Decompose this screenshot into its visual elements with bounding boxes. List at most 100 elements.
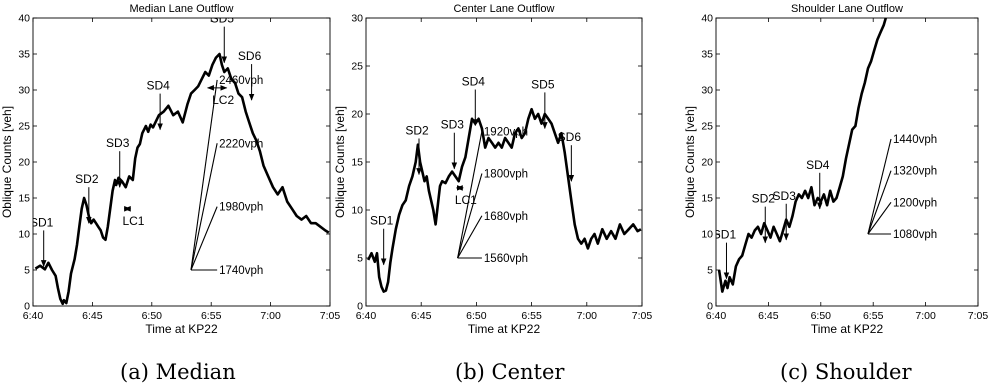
panel-caption: (a) Median bbox=[120, 360, 236, 384]
y-tick-label: 5 bbox=[707, 265, 713, 277]
x-tick-label: 6:55 bbox=[201, 310, 222, 322]
y-tick-label: 10 bbox=[701, 229, 713, 241]
x-tick-label: 7:05 bbox=[968, 310, 989, 322]
rate-fan-label: 2460vph bbox=[219, 75, 263, 87]
series-line bbox=[34, 52, 330, 306]
marker-label: SD2 bbox=[405, 123, 429, 137]
rate-fan-label: 1680vph bbox=[484, 211, 528, 223]
x-tick-label: 7:05 bbox=[320, 310, 341, 322]
y-tick-label: 5 bbox=[357, 253, 363, 265]
rate-fan-line bbox=[190, 79, 218, 271]
x-axis-label: Time at KP22 bbox=[811, 322, 884, 336]
x-tick-label: 6:50 bbox=[466, 310, 487, 322]
y-tick-label: 25 bbox=[351, 61, 363, 73]
x-tick-label: 6:50 bbox=[142, 310, 163, 322]
rate-fan-label: 1320vph bbox=[893, 166, 937, 178]
chart-panel-1: 6:40 6:45 6:50 6:55 7:00 7:05 0 5 10 15 20 25 30 35 40… bbox=[0, 3, 340, 384]
chart-panel-2: 6:40 6:45 6:50 6:55 7:00 7:05 0 5 10 15 20 25 30 Cent… bbox=[333, 3, 652, 384]
y-tick-label: 10 bbox=[18, 229, 30, 241]
x-axis-label: Time at KP22 bbox=[468, 322, 541, 336]
lane-change-label: LC1 bbox=[455, 193, 477, 207]
x-tick-label: 7:00 bbox=[577, 310, 598, 322]
marker-label: SD6 bbox=[558, 130, 582, 144]
y-tick-label: 15 bbox=[18, 193, 30, 205]
marker-label: SD1 bbox=[370, 214, 394, 228]
y-tick-label: 20 bbox=[701, 157, 713, 169]
rate-fan-label: 1200vph bbox=[893, 197, 937, 209]
x-tick-label: 6:45 bbox=[82, 310, 103, 322]
marker-label: SD4 bbox=[462, 75, 486, 89]
chart-title: Shoulder Lane Outflow bbox=[791, 3, 903, 15]
chart-panel-3: 6:40 6:45 6:50 6:55 7:00 7:05 0 5 10 15 20 25 30 35 40… bbox=[683, 3, 988, 384]
lane-change-label: LC1 bbox=[122, 214, 144, 228]
x-tick-label: 6:40 bbox=[706, 310, 727, 322]
chart-title: Median Lane Outflow bbox=[130, 3, 234, 15]
rate-fan-line bbox=[457, 173, 483, 259]
marker-label: SD2 bbox=[75, 172, 99, 186]
y-tick-label: 40 bbox=[18, 13, 30, 25]
rate-fan-line bbox=[457, 215, 483, 259]
panel-caption: (c) Shoulder bbox=[780, 360, 912, 384]
rate-fan-label: 1080vph bbox=[893, 229, 937, 241]
y-axis-label: Oblique Counts [veh] bbox=[0, 106, 14, 218]
rate-fan-label: 1740vph bbox=[219, 265, 263, 277]
rate-fan-label: 1440vph bbox=[893, 134, 937, 146]
y-tick-label: 40 bbox=[701, 13, 713, 25]
series-line bbox=[367, 107, 642, 293]
y-tick-label: 5 bbox=[24, 265, 30, 277]
y-tick-label: 30 bbox=[701, 85, 713, 97]
plot-content: SD1 SD2 SD3 SD4 SD5 SD6 LC1 LC2 2460vph 2220vph 19… bbox=[30, 12, 330, 306]
x-axis-label: Time at KP22 bbox=[145, 322, 218, 336]
rate-fan-label: 1980vph bbox=[219, 202, 263, 214]
y-axis-label: Oblique Counts [veh] bbox=[683, 106, 697, 218]
rate-fan-line bbox=[457, 131, 483, 259]
marker-label: SD5 bbox=[211, 12, 235, 26]
y-tick-label: 20 bbox=[351, 109, 363, 121]
marker-label: SD1 bbox=[713, 228, 737, 242]
marker-label: SD5 bbox=[531, 77, 555, 91]
chart-title: Center Lane Outflow bbox=[454, 3, 555, 15]
x-tick-label: 6:40 bbox=[356, 310, 377, 322]
rate-fan-label: 1560vph bbox=[484, 253, 528, 265]
y-tick-label: 0 bbox=[707, 301, 713, 313]
y-tick-label: 25 bbox=[18, 121, 30, 133]
y-tick-label: 10 bbox=[351, 205, 363, 217]
plot-content: SD1 SD2 SD3 SD4 SD5 SD6 LC1 1920vph 1800vph 1680v… bbox=[367, 75, 642, 293]
y-tick-label: 15 bbox=[701, 193, 713, 205]
y-tick-label: 20 bbox=[18, 157, 30, 169]
x-tick-label: 7:05 bbox=[632, 310, 653, 322]
marker-label: SD1 bbox=[30, 215, 54, 229]
rate-fan-line bbox=[867, 201, 892, 235]
rate-fan-line bbox=[190, 206, 218, 271]
rate-fan-line bbox=[867, 170, 892, 235]
panel-caption: (b) Center bbox=[455, 360, 565, 384]
y-tick-label: 35 bbox=[18, 49, 30, 61]
x-tick-label: 6:45 bbox=[411, 310, 432, 322]
marker-label: SD6 bbox=[238, 49, 262, 63]
marker-label: SD2 bbox=[752, 192, 776, 206]
y-tick-label: 0 bbox=[357, 301, 363, 313]
x-tick-label: 6:40 bbox=[23, 310, 44, 322]
y-axis-label: Oblique Counts [veh] bbox=[333, 106, 347, 218]
y-tick-label: 30 bbox=[18, 85, 30, 97]
plot-area bbox=[715, 17, 979, 307]
series-line bbox=[717, 18, 888, 293]
marker-label: SD3 bbox=[106, 136, 130, 150]
rate-fan-label: 1800vph bbox=[484, 169, 528, 181]
marker-label: SD3 bbox=[441, 118, 465, 132]
x-tick-label: 6:50 bbox=[811, 310, 832, 322]
marker-label: SD4 bbox=[806, 158, 830, 172]
y-tick-label: 15 bbox=[351, 157, 363, 169]
rate-fan-label: 1920vph bbox=[484, 126, 528, 138]
y-tick-label: 0 bbox=[24, 301, 30, 313]
y-tick-label: 35 bbox=[701, 49, 713, 61]
rate-fan-line bbox=[867, 138, 892, 235]
marker-label: SD3 bbox=[773, 189, 797, 203]
plot-area bbox=[32, 17, 331, 307]
rate-fan-line bbox=[190, 143, 218, 271]
y-tick-label: 25 bbox=[701, 121, 713, 133]
x-tick-label: 6:55 bbox=[521, 310, 542, 322]
x-tick-label: 7:00 bbox=[260, 310, 281, 322]
